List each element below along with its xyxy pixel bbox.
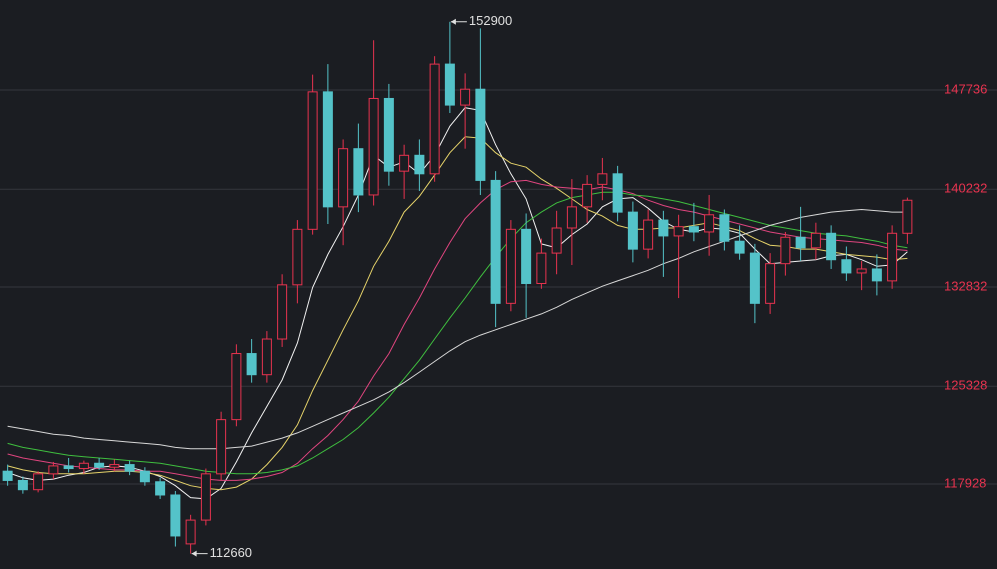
candle-body [444, 63, 455, 106]
candle-body [94, 462, 105, 468]
candle-body [216, 419, 227, 475]
candle-body [688, 226, 699, 233]
candle-body [63, 465, 74, 470]
candle-body [2, 470, 13, 481]
annotation-arrowhead [191, 550, 197, 557]
moving-average-line [7, 107, 908, 500]
candle-body [871, 268, 882, 282]
candle-body [292, 228, 303, 286]
candle-body [597, 173, 608, 185]
candle-body [521, 228, 532, 285]
candle-body [536, 252, 547, 285]
candle-body [353, 148, 364, 196]
y-tick-label: 117928 [944, 475, 986, 490]
candle-body [627, 211, 638, 250]
candle-body [246, 353, 257, 376]
y-tick-label: 125328 [944, 378, 987, 393]
candle-body [399, 154, 410, 172]
candle-body [17, 479, 28, 491]
candle-body [582, 183, 593, 208]
moving-average-line [7, 136, 908, 491]
candle-body [704, 214, 715, 233]
candle-body [78, 462, 89, 470]
candle-body [612, 173, 623, 213]
candle-body [505, 228, 516, 304]
candle-body [765, 263, 776, 304]
candle-body [429, 63, 440, 175]
annotation-arrowhead [450, 18, 456, 25]
moving-average-line [7, 208, 908, 450]
candle-body [414, 154, 425, 175]
candle-body [658, 219, 669, 237]
candle-body [261, 338, 272, 376]
annotation-label: 112660 [210, 545, 252, 560]
candle-body [109, 464, 120, 468]
candle-body [33, 473, 44, 491]
candle-body [826, 232, 837, 261]
candle-body [231, 353, 242, 421]
moving-average-line [7, 191, 908, 475]
candle-body [643, 219, 654, 250]
candle-body [734, 240, 745, 254]
candle-body [48, 465, 59, 475]
candle-body [277, 284, 288, 340]
y-tick-label: 147736 [944, 81, 987, 96]
candle-body [460, 88, 471, 106]
candle-body [322, 91, 333, 208]
candle-body [856, 268, 867, 274]
annotation-label: 152900 [469, 13, 512, 28]
candle-body [383, 97, 394, 172]
candle-body [124, 464, 135, 472]
candle-body [200, 473, 211, 521]
candle-body [673, 226, 684, 237]
candle-body [185, 519, 196, 545]
candle-body [368, 97, 379, 196]
candle-body [307, 91, 318, 230]
candle-body [551, 227, 562, 254]
candle-body [795, 236, 806, 249]
candle-body [566, 206, 577, 229]
candle-body [841, 259, 852, 274]
candle-body [139, 470, 150, 483]
moving-average-line [7, 179, 908, 481]
candle-body [810, 232, 821, 249]
candle-body [887, 232, 898, 282]
candle-body [902, 199, 913, 234]
y-tick-label: 132832 [944, 278, 987, 293]
candle-body [719, 214, 730, 242]
y-tick-label: 140232 [944, 181, 987, 196]
candle-body [780, 236, 791, 265]
candle-body [155, 481, 166, 496]
candle-body [749, 252, 760, 304]
candle-body [170, 494, 181, 537]
candle-body [475, 88, 486, 181]
candle-body [490, 179, 501, 304]
candle-body [338, 148, 349, 208]
